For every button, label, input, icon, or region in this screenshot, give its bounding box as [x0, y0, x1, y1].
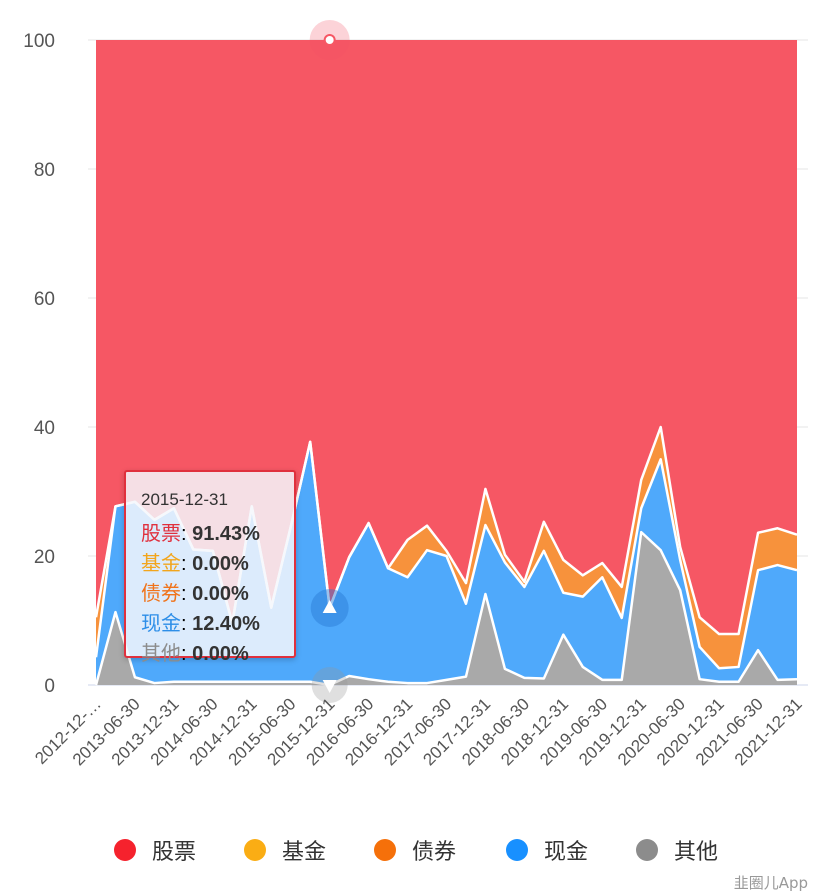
hover-marker-cash [322, 599, 337, 613]
legend: 股票 基金 债券 现金 其他 [0, 832, 828, 868]
tooltip-sep: : [181, 613, 187, 635]
tooltip-value: 91.43% [192, 523, 260, 545]
tooltip-value: 12.40% [192, 613, 260, 635]
tooltip-name: 其他 [141, 641, 181, 665]
hover-marker-other [322, 680, 337, 693]
tooltip-name: 债券 [141, 581, 181, 605]
tooltip: 2015-12-31 股票: 91.43% 基金: 0.00% 债券: 0.00… [124, 470, 296, 665]
tooltip-sep: : [181, 553, 187, 575]
tooltip-name: 股票 [141, 521, 181, 545]
tooltip-row-bond: 债券: 0.00% [141, 578, 294, 608]
tooltip-row-other: 其他: 0.00% [141, 638, 294, 668]
tooltip-row-cash: 现金: 12.40% [141, 608, 294, 638]
legend-dot-icon [114, 839, 136, 861]
tooltip-sep: : [181, 523, 187, 545]
y-tick-label: 40 [34, 418, 55, 439]
legend-label: 股票 [152, 840, 197, 865]
y-tick-label: 60 [34, 289, 55, 310]
tooltip-value: 0.00% [192, 583, 249, 605]
legend-label: 其他 [674, 840, 719, 865]
series-line-其他 [94, 530, 798, 687]
y-tick-label: 20 [34, 547, 55, 568]
y-tick-label: 100 [23, 31, 55, 52]
legend-item-other[interactable]: 其他 [636, 832, 718, 868]
tooltip-sep: : [181, 643, 187, 665]
legend-item-stock[interactable]: 股票 [114, 832, 196, 868]
legend-dot-icon [244, 839, 266, 861]
legend-label: 基金 [282, 840, 327, 865]
legend-item-fund[interactable]: 基金 [244, 832, 326, 868]
area-债券 [96, 427, 797, 669]
tooltip-row-fund: 基金: 0.00% [141, 548, 294, 578]
tooltip-row-stock: 股票: 91.43% [141, 518, 294, 548]
tooltip-name: 现金 [141, 611, 181, 635]
legend-dot-icon [636, 839, 658, 861]
legend-dot-icon [374, 839, 396, 861]
tooltip-value: 0.00% [192, 643, 249, 665]
tooltip-sep: : [181, 583, 187, 605]
tooltip-name: 基金 [141, 551, 181, 575]
legend-label: 现金 [544, 840, 589, 865]
legend-item-bond[interactable]: 债券 [374, 832, 456, 868]
legend-dot-icon [506, 839, 528, 861]
y-tick-label: 80 [34, 160, 55, 181]
y-tick-label: 0 [44, 676, 55, 697]
tooltip-date: 2015-12-31 [141, 490, 228, 509]
legend-item-cash[interactable]: 现金 [506, 832, 588, 868]
hover-marker-stock [323, 34, 336, 46]
legend-label: 债券 [412, 840, 457, 865]
area-其他 [96, 532, 797, 685]
tooltip-value: 0.00% [192, 553, 249, 575]
